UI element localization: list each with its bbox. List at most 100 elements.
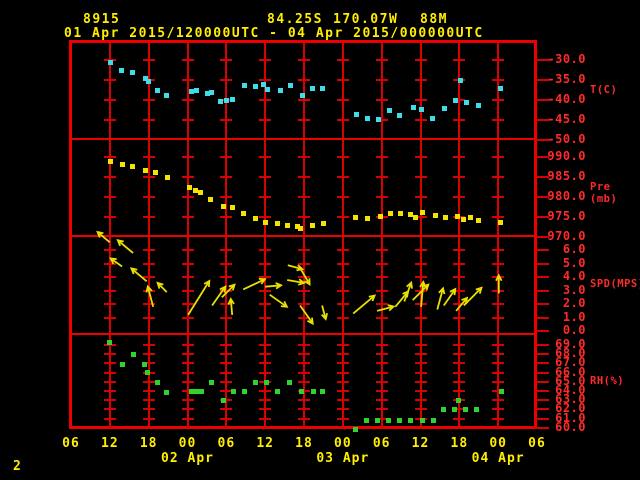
grid-cross-tick bbox=[336, 362, 349, 365]
grid-cross-tick bbox=[453, 380, 466, 383]
grid-cross-tick bbox=[103, 390, 116, 393]
pressure-point bbox=[263, 219, 269, 225]
hour-tick-label: 12 bbox=[256, 436, 274, 451]
grid-cross-tick bbox=[220, 417, 233, 420]
wind-arrow bbox=[109, 257, 123, 268]
grid-cross-tick bbox=[414, 99, 427, 101]
pressure-point bbox=[107, 159, 113, 164]
axis-tick-right bbox=[534, 139, 549, 141]
grid-cross-tick bbox=[492, 119, 505, 121]
grid-cross-tick bbox=[259, 344, 272, 347]
y-axis-value: 62.0 bbox=[555, 401, 586, 416]
grid-cross-tick bbox=[414, 276, 427, 279]
y-axis-value: 975.0 bbox=[547, 209, 586, 223]
grid-cross-tick bbox=[375, 362, 388, 365]
grid-cross-tick bbox=[375, 399, 388, 402]
axis-tick-right bbox=[534, 276, 549, 279]
hour-tick-label: 06 bbox=[528, 436, 546, 451]
grid-cross-tick bbox=[453, 390, 466, 393]
grid-cross-tick bbox=[492, 99, 505, 101]
temperature-point bbox=[129, 70, 135, 75]
grid-cross-tick bbox=[103, 216, 116, 218]
grid-cross-tick bbox=[220, 399, 233, 402]
pressure-point bbox=[432, 213, 438, 218]
y-axis-value: 990.0 bbox=[547, 149, 586, 163]
pressure-point bbox=[408, 211, 414, 217]
y-axis-title-pressure: Pre (mb) bbox=[590, 180, 618, 205]
relative_humidity-point bbox=[120, 362, 126, 368]
grid-cross-tick bbox=[336, 99, 349, 101]
grid-cross-tick bbox=[492, 176, 505, 178]
y-axis-value: 980.0 bbox=[547, 189, 586, 203]
grid-cross-tick bbox=[103, 408, 116, 411]
pressure-point bbox=[221, 203, 227, 209]
wind-arrow bbox=[299, 304, 314, 326]
wind-arrow bbox=[455, 296, 469, 312]
wind-arrow bbox=[321, 305, 328, 321]
page-number: 2 bbox=[13, 459, 23, 474]
grid-cross-tick bbox=[181, 59, 194, 61]
relative_humidity-point bbox=[188, 389, 194, 395]
grid-cross-tick bbox=[298, 353, 310, 356]
relative_humidity-point bbox=[386, 418, 392, 424]
grid-cross-tick bbox=[259, 289, 272, 292]
grid-cross-tick bbox=[259, 399, 272, 402]
grid-cross-tick bbox=[492, 390, 505, 393]
pressure-point bbox=[320, 221, 326, 226]
relative_humidity-point bbox=[230, 389, 236, 395]
grid-cross-tick bbox=[220, 408, 233, 411]
grid-cross-tick bbox=[453, 316, 466, 319]
grid-cross-tick bbox=[142, 380, 155, 383]
grid-cross-tick bbox=[298, 344, 310, 347]
temperature-point bbox=[107, 60, 113, 65]
grid-cross-tick bbox=[453, 289, 466, 292]
y-axis-title-relative_humidity: RH(%) bbox=[590, 374, 625, 387]
wind-arrow bbox=[265, 282, 283, 290]
grid-cross-tick bbox=[414, 344, 427, 347]
wind-arrow bbox=[299, 267, 311, 286]
grid-cross-tick bbox=[103, 371, 116, 374]
grid-cross-tick bbox=[336, 399, 349, 402]
pressure-point bbox=[153, 169, 159, 175]
temperature-point bbox=[386, 108, 392, 113]
temperature-point bbox=[208, 90, 214, 95]
panel-separator bbox=[72, 235, 535, 237]
relative_humidity-point bbox=[252, 379, 258, 385]
grid-cross-tick bbox=[142, 408, 155, 411]
grid-cross-tick bbox=[220, 156, 233, 158]
pressure-point bbox=[208, 197, 214, 202]
y-axis-value: 63.0 bbox=[555, 392, 586, 407]
pressure-point bbox=[419, 209, 425, 215]
grid-cross-tick bbox=[492, 417, 505, 420]
grid-cross-tick bbox=[259, 79, 272, 81]
pressure-point bbox=[142, 167, 148, 173]
grid-cross-tick bbox=[298, 59, 310, 61]
grid-cross-tick bbox=[336, 303, 349, 306]
panel-separator bbox=[72, 333, 535, 335]
grid-cross-tick bbox=[414, 380, 427, 383]
axis-tick-right bbox=[534, 99, 549, 101]
grid-cross-tick bbox=[336, 380, 349, 383]
grid-cross-tick bbox=[103, 249, 116, 252]
grid-cross-tick bbox=[181, 408, 194, 411]
temperature-point bbox=[261, 82, 267, 87]
temperature-point bbox=[309, 86, 315, 91]
grid-cross-tick bbox=[220, 196, 233, 198]
grid-cross-tick bbox=[492, 353, 505, 356]
grid-cross-tick bbox=[181, 156, 194, 158]
relative_humidity-point bbox=[164, 389, 170, 395]
grid-cross-tick bbox=[181, 417, 194, 420]
axis-tick-right bbox=[534, 330, 549, 333]
grid-cross-tick bbox=[220, 303, 233, 306]
grid-cross-tick bbox=[142, 316, 155, 319]
grid-cross-tick bbox=[453, 119, 466, 121]
wind-arrow bbox=[269, 293, 289, 308]
grid-cross-tick bbox=[336, 249, 349, 252]
grid-cross-tick bbox=[414, 408, 427, 411]
grid-cross-tick bbox=[336, 417, 349, 420]
grid-cross-tick bbox=[103, 399, 116, 402]
relative_humidity-point bbox=[353, 426, 359, 432]
pressure-point bbox=[298, 225, 304, 231]
pressure-point bbox=[309, 223, 315, 228]
axis-tick-right bbox=[534, 289, 549, 292]
